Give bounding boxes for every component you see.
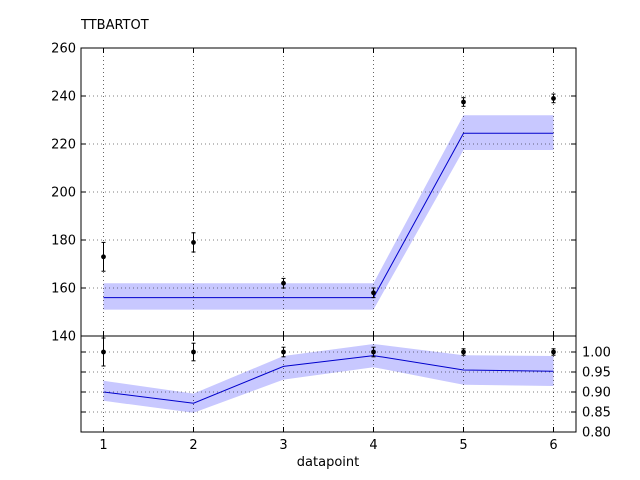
- y-tick-label: 220: [51, 138, 76, 153]
- data-point: [551, 349, 556, 355]
- y-tick-label: 0.90: [582, 386, 611, 401]
- data-point: [281, 349, 286, 355]
- x-tick-label: 2: [189, 438, 197, 453]
- y-tick-label: 140: [51, 330, 76, 345]
- x-tick-label: 4: [369, 438, 377, 453]
- y-tick-label: 0.95: [582, 366, 611, 381]
- data-point: [101, 349, 106, 355]
- data-point: [461, 99, 466, 105]
- x-tick-label: 3: [279, 438, 287, 453]
- y-tick-label: 260: [51, 42, 76, 57]
- data-point: [371, 349, 376, 355]
- x-tick-label: 5: [459, 438, 467, 453]
- ratio-panel: 0.80 0.85 0.90 0.95 1.00 1 2 3 4 5 6: [80, 335, 611, 453]
- y-tick-label: 200: [51, 186, 76, 201]
- uncertainty-band: [103, 115, 554, 310]
- uncertainty-band: [103, 344, 554, 413]
- y-tick-label: 1.00: [582, 346, 611, 361]
- data-point: [371, 290, 376, 296]
- data-point: [281, 280, 286, 286]
- y-tick-label: 240: [51, 90, 76, 105]
- x-axis-label: datapoint: [297, 455, 359, 470]
- y-tick-label: 180: [51, 234, 76, 249]
- data-point: [551, 96, 556, 101]
- x-tick-label: 6: [549, 438, 557, 453]
- prediction-line: [103, 355, 554, 404]
- x-tick-label: 1: [99, 438, 107, 453]
- data-point: [461, 349, 466, 355]
- data-point: [101, 254, 106, 260]
- chart-title: TTBARTOT: [80, 18, 149, 33]
- top-panel: 140 160 180 200 220 240 260: [51, 42, 577, 345]
- y-tick-label: 160: [51, 282, 76, 297]
- data-point: [191, 240, 196, 245]
- y-tick-label: 0.85: [582, 406, 611, 421]
- axes-frame: [80, 335, 577, 433]
- y-tick-label: 0.80: [582, 426, 611, 441]
- data-point: [191, 349, 196, 355]
- prediction-line: [103, 132, 554, 299]
